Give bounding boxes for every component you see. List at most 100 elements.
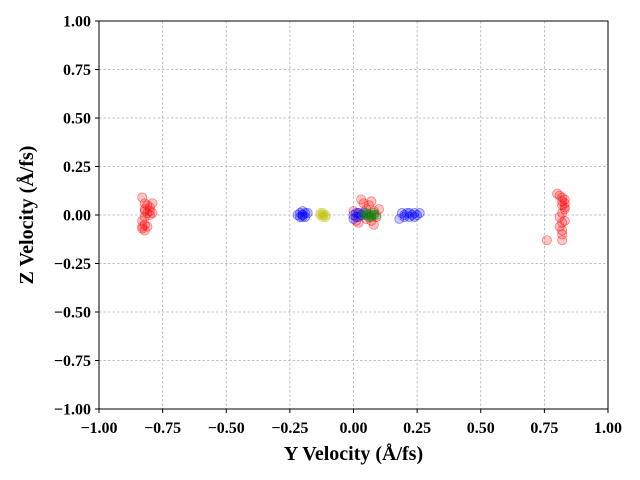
y-axis-label: Z Velocity (Å/fs) — [15, 146, 38, 285]
data-point — [297, 206, 308, 217]
data-point — [353, 208, 364, 219]
y-tick-label: 0.50 — [63, 111, 91, 128]
x-tick-label: −0.50 — [208, 420, 245, 437]
data-point — [137, 223, 148, 234]
series-0 — [137, 188, 570, 246]
data-point — [361, 208, 372, 219]
data-point — [557, 225, 568, 236]
data-point — [363, 211, 374, 222]
data-point — [559, 198, 570, 209]
data-point — [297, 209, 308, 220]
data-point — [557, 229, 568, 240]
data-point — [404, 211, 415, 222]
data-point — [557, 192, 568, 203]
data-point — [353, 208, 364, 219]
data-point — [401, 208, 412, 219]
data-point — [139, 204, 150, 215]
data-point — [358, 208, 369, 219]
y-tick-label: 0.75 — [63, 62, 91, 79]
y-tick-label: −0.50 — [54, 305, 91, 322]
data-point — [356, 209, 367, 220]
data-point — [320, 211, 331, 222]
data-point — [137, 215, 148, 226]
data-point — [361, 204, 372, 215]
x-tick-label: 1.00 — [594, 420, 622, 437]
data-point — [366, 215, 377, 226]
data-point — [315, 209, 326, 220]
data-point — [368, 208, 379, 219]
data-point — [147, 198, 158, 209]
data-point — [317, 211, 328, 222]
data-point — [142, 221, 153, 232]
data-point — [554, 211, 565, 222]
data-point — [297, 211, 308, 222]
axis-ticks — [95, 20, 609, 413]
data-point — [559, 202, 570, 213]
data-point — [412, 209, 423, 220]
data-point — [351, 215, 362, 226]
scatter-points — [137, 188, 570, 246]
data-point — [348, 209, 359, 220]
data-point — [409, 211, 420, 222]
data-point — [358, 209, 369, 220]
data-point — [144, 202, 155, 213]
x-tick-label: 0.25 — [403, 420, 431, 437]
series-1 — [292, 206, 425, 224]
data-point — [302, 208, 313, 219]
data-point — [353, 217, 364, 228]
data-point — [368, 209, 379, 220]
data-point — [300, 211, 311, 222]
data-point — [371, 209, 382, 220]
data-point — [295, 211, 306, 222]
y-tick-label: −0.25 — [54, 256, 91, 273]
data-point — [363, 200, 374, 211]
data-point — [137, 192, 148, 203]
data-point — [142, 208, 153, 219]
data-point — [320, 209, 331, 220]
data-point — [363, 209, 374, 220]
data-point — [557, 235, 568, 246]
data-point — [559, 194, 570, 205]
x-tick-label: −1.00 — [80, 420, 117, 437]
x-tick-label: 0.00 — [340, 420, 368, 437]
data-point — [396, 208, 407, 219]
data-point — [368, 219, 379, 230]
data-point — [552, 188, 563, 199]
data-point — [557, 208, 568, 219]
data-point — [144, 206, 155, 217]
data-point — [373, 204, 384, 215]
y-tick-label: 0.25 — [63, 159, 91, 176]
data-point — [394, 213, 405, 224]
data-point — [366, 196, 377, 207]
data-point — [356, 194, 367, 205]
axis-tick-labels: −1.00 −0.75 −0.50 −0.25 0.00 0.25 0.50 0.75 1.00… — [54, 14, 622, 438]
data-point — [399, 209, 410, 220]
data-point — [557, 200, 568, 211]
data-point — [366, 211, 377, 222]
data-point — [348, 206, 359, 217]
data-point — [366, 209, 377, 220]
data-point — [144, 209, 155, 220]
data-point — [361, 209, 372, 220]
data-point — [358, 198, 369, 209]
data-point — [139, 206, 150, 217]
data-point — [139, 211, 150, 222]
data-point — [404, 208, 415, 219]
data-point — [315, 208, 326, 219]
data-point — [317, 209, 328, 220]
y-tick-label: 1.00 — [63, 14, 91, 31]
data-point — [559, 204, 570, 215]
data-point — [361, 213, 372, 224]
data-point — [295, 208, 306, 219]
data-point — [541, 235, 552, 246]
data-point — [414, 208, 425, 219]
data-point — [348, 213, 359, 224]
data-point — [554, 221, 565, 232]
data-point — [351, 208, 362, 219]
y-tick-label: −0.75 — [54, 353, 91, 370]
data-point — [557, 196, 568, 207]
series-3 — [358, 208, 382, 222]
data-point — [142, 200, 153, 211]
x-tick-label: 0.75 — [530, 420, 558, 437]
